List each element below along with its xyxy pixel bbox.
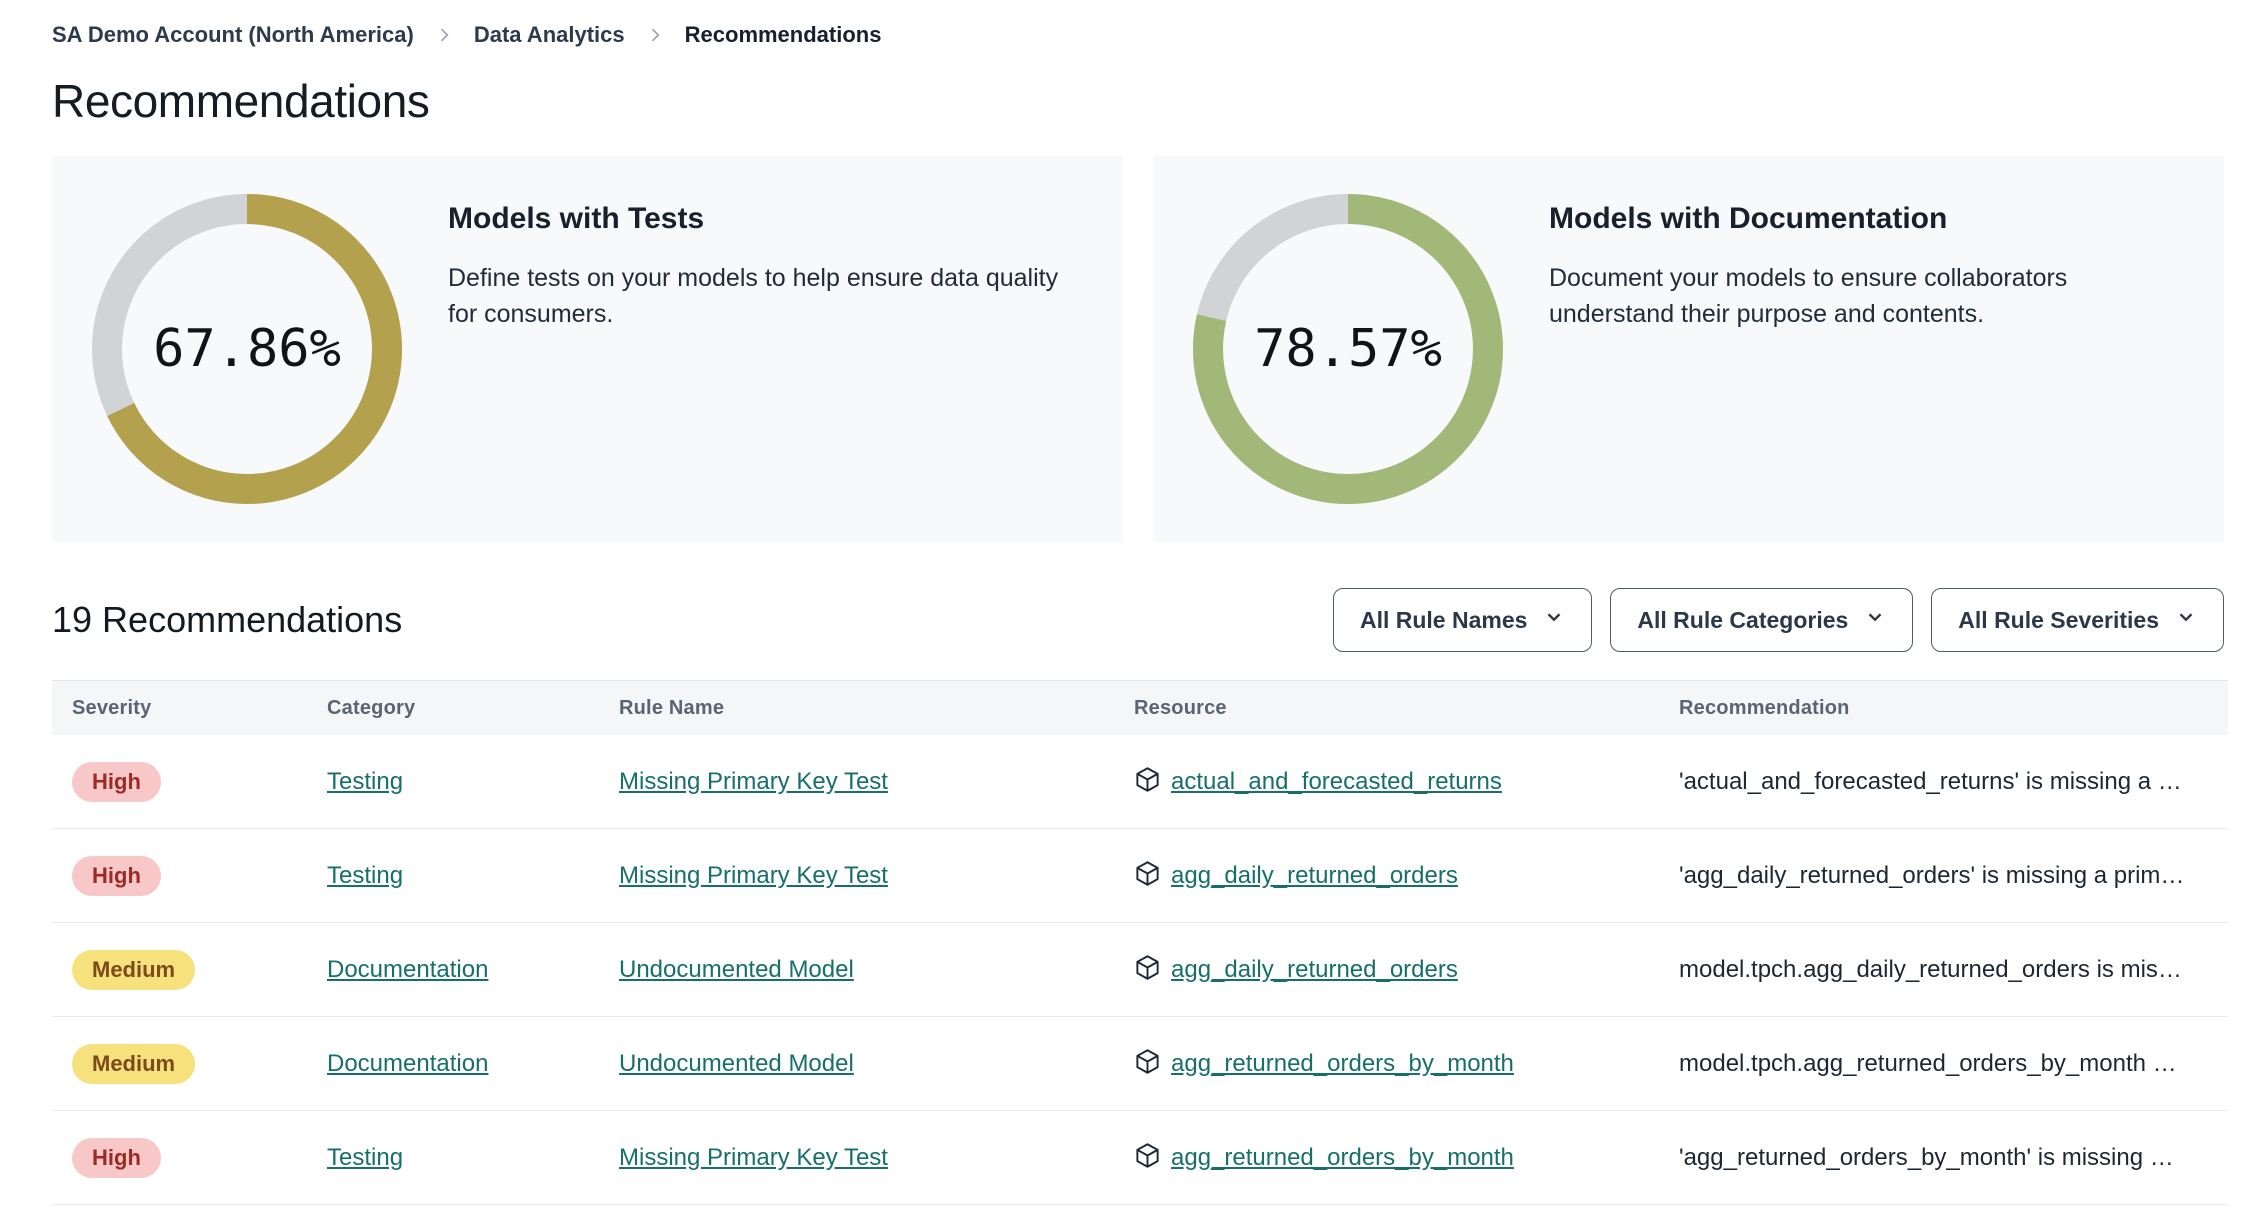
models-with-documentation-card: 78.57% Models with Documentation Documen… (1153, 156, 2224, 542)
column-header-severity: Severity (72, 696, 152, 719)
card-title: Models with Tests (448, 202, 705, 235)
chevron-right-icon (434, 25, 454, 45)
category-link[interactable]: Testing (327, 767, 404, 795)
breadcrumb: SA Demo Account (North America) Data Ana… (52, 16, 2224, 54)
rule-severities-filter-dropdown[interactable]: All Rule Severities (1931, 588, 2224, 652)
severity-badge: High (72, 1137, 161, 1178)
chevron-right-icon (645, 25, 665, 45)
rule-name-link[interactable]: Undocumented Model (619, 1049, 854, 1077)
list-header: 19 Recommendations All Rule Names All Ru… (52, 588, 2224, 652)
card-description: Document your models to ensure collabora… (1549, 264, 2068, 329)
recommendation-text: 'agg_daily_returned_orders' is missing a… (1679, 861, 2185, 889)
recommendation-text: 'agg_returned_orders_by_month' is missin… (1679, 1143, 2174, 1171)
recommendation-text: 'actual_and_forecasted_returns' is missi… (1679, 767, 2182, 795)
resource-link[interactable]: agg_returned_orders_by_month (1171, 1049, 1514, 1077)
recommendations-count: 19 Recommendations (52, 599, 403, 640)
rule-name-link[interactable]: Missing Primary Key Test (619, 767, 888, 795)
column-header-recommendation: Recommendation (1679, 696, 1850, 719)
page-title: Recommendations (52, 75, 430, 127)
rule-name-link[interactable]: Undocumented Model (619, 955, 854, 983)
recommendations-table: Severity Category Rule Name Resource Rec… (52, 680, 2228, 1205)
severity-badge: High (72, 761, 161, 802)
tests-donut-chart: 67.86% (92, 194, 402, 504)
severity-badge: Medium (72, 1043, 196, 1084)
category-link[interactable]: Documentation (327, 1049, 489, 1077)
table-row: Medium Documentation Undocumented Model … (52, 1017, 2228, 1111)
table-header-row: Severity Category Rule Name Resource Rec… (52, 681, 2228, 735)
column-header-category: Category (327, 696, 416, 719)
donut-value-arc (1193, 194, 1503, 504)
column-header-resource: Resource (1134, 696, 1227, 719)
resource-link[interactable]: actual_and_forecasted_returns (1171, 767, 1502, 795)
breadcrumb-account-link[interactable]: SA Demo Account (North America) (52, 22, 414, 47)
card-info: Models with Documentation Document your … (1549, 192, 2184, 506)
resource-link[interactable]: agg_returned_orders_by_month (1171, 1143, 1514, 1171)
card-title: Models with Documentation (1549, 202, 1948, 235)
filter-label: All Rule Severities (1958, 606, 2159, 633)
severity-badge: High (72, 855, 161, 896)
recommendation-text: model.tpch.agg_returned_orders_by_month … (1679, 1049, 2177, 1077)
resource-link[interactable]: agg_daily_returned_orders (1171, 861, 1458, 889)
rule-name-link[interactable]: Missing Primary Key Test (619, 861, 888, 889)
rule-categories-filter-dropdown[interactable]: All Rule Categories (1610, 588, 1914, 652)
model-cube-icon (1134, 1048, 1161, 1080)
chevron-down-icon (2175, 606, 2197, 634)
filter-bar: All Rule Names All Rule Categories All R… (1332, 588, 2224, 652)
category-link[interactable]: Documentation (327, 955, 489, 983)
breadcrumb-current: Recommendations (684, 22, 882, 47)
category-link[interactable]: Testing (327, 861, 404, 889)
model-cube-icon (1134, 766, 1161, 798)
severity-badge: Medium (72, 949, 196, 990)
models-with-tests-card: 67.86% Models with Tests Define tests on… (52, 156, 1123, 542)
chevron-down-icon (1864, 606, 1886, 634)
table-row: High Testing Missing Primary Key Test ag… (52, 1111, 2228, 1205)
category-link[interactable]: Testing (327, 1143, 404, 1171)
resource-link[interactable]: agg_daily_returned_orders (1171, 955, 1458, 983)
model-cube-icon (1134, 1142, 1161, 1174)
model-cube-icon (1134, 954, 1161, 986)
donut-value-arc (92, 194, 402, 504)
documentation-percent-value: 78.57% (1254, 319, 1442, 379)
model-cube-icon (1134, 860, 1161, 892)
documentation-donut-chart: 78.57% (1193, 194, 1503, 504)
table-row: Medium Documentation Undocumented Model … (52, 923, 2228, 1017)
rule-names-filter-dropdown[interactable]: All Rule Names (1332, 588, 1593, 652)
filter-label: All Rule Names (1359, 606, 1528, 633)
column-header-rule-name: Rule Name (619, 696, 725, 719)
chevron-down-icon (1543, 606, 1565, 634)
table-row: High Testing Missing Primary Key Test ac… (52, 735, 2228, 829)
table-row: High Testing Missing Primary Key Test ag… (52, 829, 2228, 923)
rule-name-link[interactable]: Missing Primary Key Test (619, 1143, 888, 1171)
recommendation-text: model.tpch.agg_daily_returned_orders is … (1679, 955, 2182, 983)
card-description: Define tests on your models to help ensu… (448, 264, 1059, 329)
filter-label: All Rule Categories (1637, 606, 1849, 633)
breadcrumb-project-link[interactable]: Data Analytics (473, 22, 625, 47)
summary-cards: 67.86% Models with Tests Define tests on… (52, 156, 2224, 542)
card-info: Models with Tests Define tests on your m… (448, 192, 1083, 506)
tests-percent-value: 67.86% (153, 319, 341, 379)
